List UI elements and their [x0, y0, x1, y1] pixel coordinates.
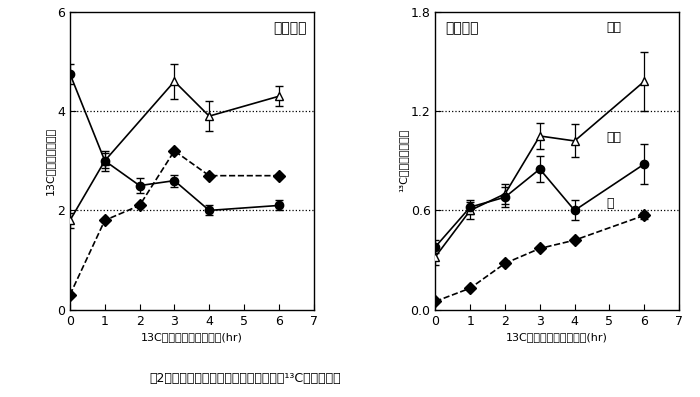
Text: 第2図　　酸性画分とシュウ酸の経時的¹³C取込み活性: 第2図 酸性画分とシュウ酸の経時的¹³C取込み活性: [149, 372, 341, 385]
Text: 酸性画分: 酸性画分: [273, 21, 307, 35]
Y-axis label: ¹³C取り込み比活性: ¹³C取り込み比活性: [398, 129, 408, 193]
Text: シュウ酸: シュウ酸: [445, 21, 479, 35]
Text: 根: 根: [606, 197, 613, 210]
Y-axis label: 13C取り込み比活性: 13C取り込み比活性: [44, 127, 55, 195]
X-axis label: 13C供与終了後経過時間(hr): 13C供与終了後経過時間(hr): [141, 331, 243, 342]
Text: 葉柄: 葉柄: [606, 21, 621, 34]
Text: 葉身: 葉身: [606, 131, 621, 144]
X-axis label: 13C供与終了後経過時間(hr): 13C供与終了後経過時間(hr): [506, 331, 608, 342]
